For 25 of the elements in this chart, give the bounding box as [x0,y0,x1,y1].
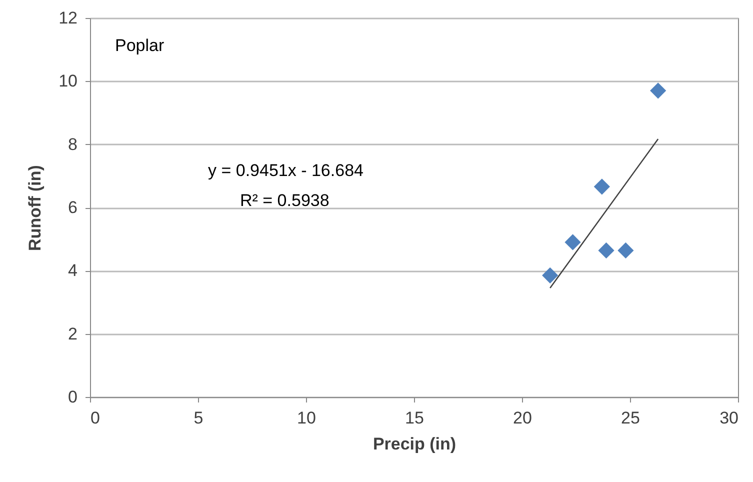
x-tick-label: 0 [90,408,100,428]
x-tick-label: 15 [405,408,424,428]
point [650,82,666,99]
x-tick-label: 25 [621,408,640,428]
y-tick-label: 0 [68,388,78,406]
y-tick-label: 4 [68,261,78,280]
x-tick-label: 5 [194,408,204,428]
point [564,234,581,250]
x-tick-label: 30 [720,408,738,428]
x-tick-label: 20 [513,408,532,428]
y-tick-label: 10 [58,72,78,91]
y-axis-title: Runoff (in) [26,165,45,251]
x-axis-title: Precip (in) [372,434,456,454]
point [542,267,558,284]
point [598,242,614,259]
annotation: y = 0.9451x - 16.684 [208,161,364,180]
point [618,242,634,259]
annotation: Poplar [115,36,164,55]
y-tick-label: 6 [68,198,78,217]
y-tick-label: 8 [68,134,78,154]
point [594,178,610,195]
y-tick-label: 12 [58,8,78,28]
x-tick-label: 10 [297,408,316,428]
y-tick-label: 2 [68,324,78,344]
annotation: R² = 0.5938 [240,191,330,210]
